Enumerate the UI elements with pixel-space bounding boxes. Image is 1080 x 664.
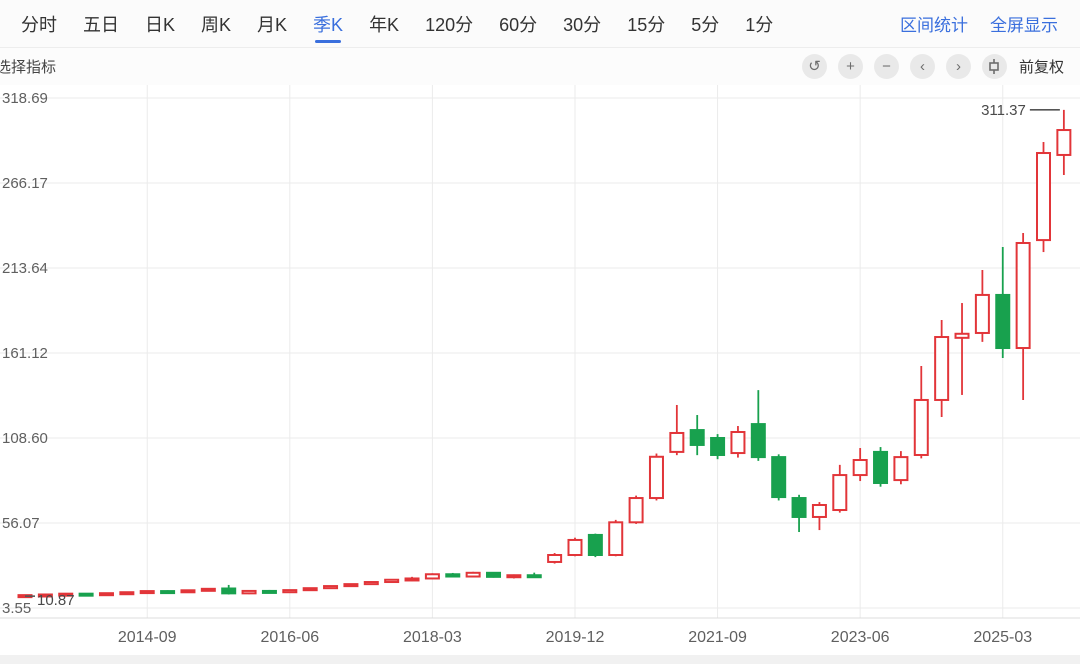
chart-area: 318.69 266.17 213.64 161.12 108.60 56.07 3.55 2… [0,85,1080,664]
tab-年K[interactable]: 年K [369,14,400,35]
tab-月K[interactable]: 月K [257,14,288,35]
high-price-marker: 311.37 [981,102,1026,119]
candle-2014-06 [119,591,135,596]
fullscreen-link[interactable]: 全屏显示 [990,16,1058,35]
candle-2018-03 [424,573,440,580]
candle-2015-03 [180,589,196,594]
candle-2018-09 [465,571,481,578]
x-axis-tick: 2014-09 [118,629,177,646]
candle-2016-03 [261,589,277,594]
pan-left-icon[interactable]: ‹ [909,54,935,79]
tab-120分[interactable]: 120分 [425,14,474,35]
x-axis-tick: 2016-06 [260,629,319,646]
candle-2021-09 [710,434,726,460]
x-axis-tick: 2021-09 [688,629,747,646]
candle-2014-12 [160,590,176,595]
zoom-out-icon[interactable]: − [873,54,899,79]
zoom-in-icon[interactable]: + [837,54,863,79]
candle-2025-09 [1036,142,1051,253]
candle-2014-03 [98,592,114,597]
candle-2025-06 [1015,232,1031,400]
candle-2015-06 [200,587,216,592]
tab-60分[interactable]: 60分 [499,14,538,35]
candle-2019-09 [547,553,563,564]
candle-2014-09 [139,590,155,595]
candle-2022-09 [791,494,807,533]
candle-2023-12 [893,451,909,485]
candle-2020-09 [628,495,644,524]
low-price-marker: 10.87 [37,592,75,609]
period-tabbar: 分时 五日 日K 周K 月K 季K 年K 120分 60分 30分 15分 5分 1分 区间统计 全屏显示 [0,0,1080,48]
candle-2019-12 [567,537,583,557]
candle-2021-03 [669,404,685,456]
x-axis-tick: 2019-12 [546,629,605,646]
tab-30分[interactable]: 30分 [563,14,602,35]
y-axis-tick: 213.64 [2,260,48,277]
x-axis-tick: 2018-03 [403,629,462,646]
candle-2015-12 [241,589,257,595]
forward-adjust-button[interactable]: 前复权 [1018,59,1064,76]
candle-2022-06 [771,454,787,501]
candle-2020-06 [608,519,624,557]
candle-2022-03 [750,390,766,461]
candle-2017-03 [343,583,359,588]
candle-2025-03 [995,247,1011,359]
select-indicator-button[interactable]: 选择指标 [0,59,57,76]
candle-2023-03 [832,464,848,513]
y-axis-tick: 161.12 [2,345,48,362]
candle-2013-09 [58,592,74,597]
candle-2019-03 [506,574,522,579]
pan-right-icon[interactable]: › [945,54,971,79]
candle-2023-09 [873,447,889,487]
candle-2024-09 [954,303,970,395]
candle-2016-09 [302,587,318,592]
tabbar-links: 区间统计 全屏显示 [900,11,1080,36]
x-axis-tick: 2025-03 [973,629,1032,646]
candle-2013-12 [78,592,94,597]
candle-2016-06 [282,589,298,594]
tab-1分[interactable]: 1分 [745,14,774,35]
candle-2022-12 [811,502,827,531]
indicator-bar: 选择指标 ↺ + − ‹ › 前复权 [0,48,1080,85]
chart-controls: ↺ + − ‹ › [791,54,1007,79]
tab-15分[interactable]: 15分 [627,14,666,35]
candle-2018-06 [445,572,461,578]
tab-季K[interactable]: 季K [300,0,356,47]
period-tabs: 分时 五日 日K 周K 月K 季K 年K 120分 60分 30分 15分 5分 1分 [0,0,786,47]
y-axis-tick: 318.69 [2,90,48,107]
tab-分时[interactable]: 分时 [21,14,57,35]
x-axis-tick: 2023-06 [831,629,890,646]
candle-2021-06 [689,415,705,456]
candle-2017-09 [384,578,400,584]
undo-icon[interactable]: ↺ [801,54,827,79]
candle-2020-03 [587,533,603,558]
candle-2019-06 [526,572,542,579]
tab-日K[interactable]: 日K [145,14,176,35]
candle-2017-12 [404,576,420,582]
y-axis-tick: 266.17 [2,175,48,192]
kline-style-icon[interactable] [981,54,1007,79]
y-axis-tick: 56.07 [2,515,40,532]
candle-2016-12 [323,585,339,590]
candlestick-chart[interactable]: 318.69 266.17 213.64 161.12 108.60 56.07 3.55 2… [0,85,1080,664]
candle-2024-12 [974,270,990,342]
candle-2015-09 [221,584,237,595]
tab-5分[interactable]: 5分 [691,14,720,35]
candle-2024-03 [913,365,929,459]
candle-2023-06 [852,448,868,482]
tab-周K[interactable]: 周K [201,14,232,35]
candle-2021-12 [730,426,746,458]
y-axis-tick: 3.55 [2,600,31,617]
tab-五日[interactable]: 五日 [83,14,119,35]
range-stats-link[interactable]: 区间统计 [900,16,968,35]
candle-2020-12 [648,453,664,501]
candle-2024-06 [934,320,950,417]
candle-2013-06 [37,593,53,598]
candle-2025-12 [1056,109,1072,176]
y-axis-tick: 108.60 [2,430,48,447]
bottom-strip [0,655,1080,664]
candle-2018-12 [486,571,502,578]
candle-2017-06 [363,581,379,586]
